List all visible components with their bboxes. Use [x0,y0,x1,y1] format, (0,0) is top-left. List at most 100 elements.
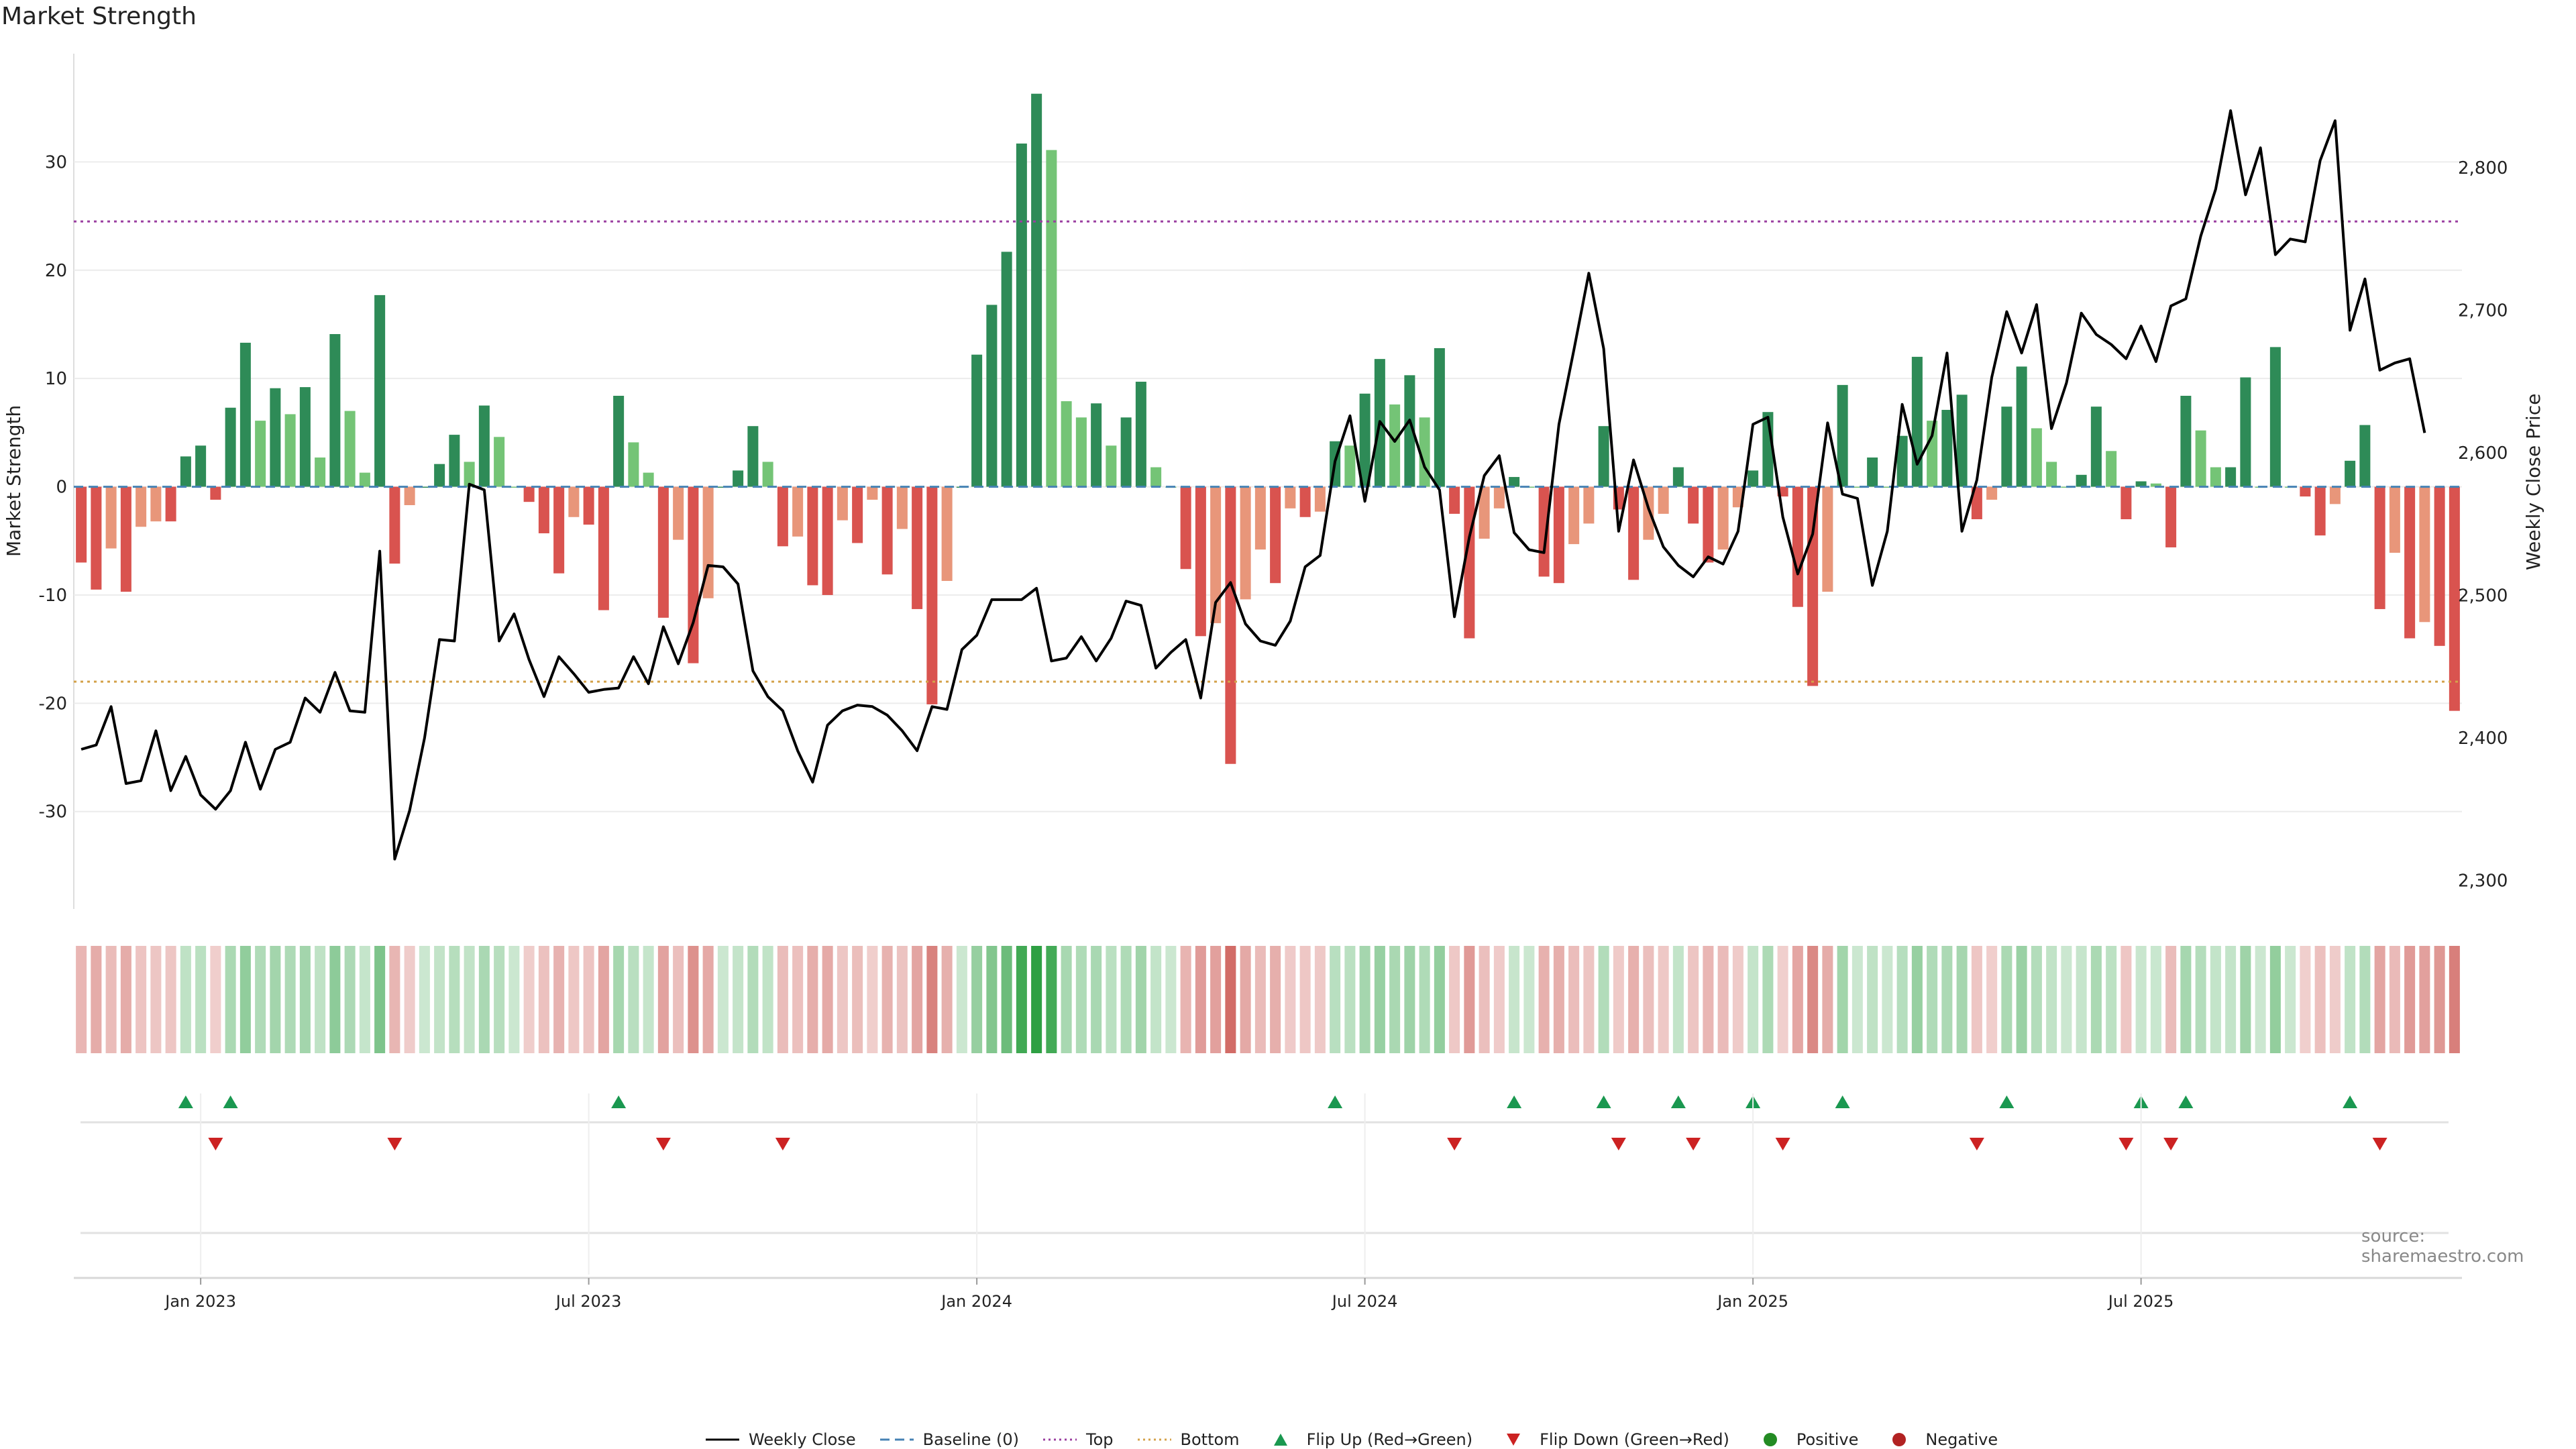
strength-bar [628,442,639,487]
heat-cell [344,946,356,1053]
strength-bar [120,486,131,592]
heat-cell [2329,946,2341,1053]
heat-cell [180,946,191,1053]
strength-bar [1911,356,1923,487]
heat-cell [1807,946,1819,1053]
strength-bar [1509,477,1520,487]
strength-bar [1135,382,1146,487]
strength-bar [150,486,162,522]
heat-cell [628,946,639,1053]
strength-bars [76,93,2460,764]
strength-bar [896,486,908,529]
heat-cell [643,946,654,1053]
heat-cell [508,946,520,1053]
strength-bar [717,486,729,488]
heat-cell [1538,946,1550,1053]
heat-cell [2240,946,2251,1053]
flip-up-marker [2178,1095,2194,1108]
strength-bar [2359,425,2371,487]
legend-item-bottom: Bottom [1136,1430,1240,1449]
heat-cell [1344,946,1356,1053]
flip-up-marker [1507,1095,1522,1108]
legend-label: Weekly Close [749,1430,856,1449]
heat-cell [1523,946,1535,1053]
heat-cell [971,946,983,1053]
y2-tick-label: 2,800 [2458,158,2508,178]
heat-cell [1703,946,1714,1053]
heat-cell [2121,946,2132,1053]
heat-cell [941,946,953,1053]
strength-bar [553,486,565,574]
heat-cell [538,946,549,1053]
strength-bar [1598,426,1609,487]
strength-bar [1986,486,1998,500]
heat-cell [105,946,117,1053]
legend-item-positive: Positive [1752,1430,1859,1449]
strength-bar [583,486,594,525]
strength-bar [2135,481,2147,487]
heat-cell [1509,946,1520,1053]
heat-cell [2359,946,2371,1053]
strength-bar [881,486,893,575]
gridlines [73,54,2462,909]
heat-cell [762,946,773,1053]
legend-item-flip-down: Flip Down (Green→Red) [1495,1430,1729,1449]
strength-bar [1150,467,1162,487]
chart-title: Market Strength [1,3,197,30]
flip-down-marker [1447,1138,1462,1150]
flip-down-marker [655,1138,671,1150]
strength-bar [1688,486,1699,524]
heat-cell [329,946,341,1053]
heat-cell [1986,946,1998,1053]
strength-bar [2001,407,2012,487]
strength-bar [225,407,236,487]
heat-cell [165,946,176,1053]
strength-bar [2121,486,2132,519]
heat-cell [1120,946,1132,1053]
y-tick-label: 0 [56,478,67,498]
strength-bar [1867,457,1878,487]
heat-cell [912,946,923,1053]
heat-cell [1658,946,1669,1053]
strength-bar [508,486,520,488]
y2-tick-label: 2,500 [2458,586,2508,606]
flip-down-marker [208,1138,223,1150]
heat-cell [1568,946,1580,1053]
strength-bar [1344,445,1356,487]
strength-bar [792,486,804,537]
heat-cell [2300,946,2311,1053]
strength-bar [912,486,923,609]
strength-bar [1553,486,1564,584]
strength-bar [1091,403,1102,487]
heat-cell [1941,946,1953,1053]
heat-cell [2285,946,2296,1053]
heat-cell [1777,946,1788,1053]
heat-cell [1896,946,1908,1053]
heat-cell [1419,946,1430,1053]
strength-bar [1748,470,1759,487]
circle-green-icon [1763,1433,1777,1446]
strength-bar [315,457,326,487]
heat-cell [404,946,415,1053]
strength-bar [359,472,370,487]
heat-cell [657,946,669,1053]
heat-cell [1254,946,1266,1053]
flip-up-marker [178,1095,193,1108]
heat-cell [2031,946,2042,1053]
strength-bar [837,486,848,521]
strength-bar [344,411,356,487]
legend-item-flip-up: Flip Up (Red→Green) [1263,1430,1472,1449]
heat-cell [120,946,131,1053]
strength-bar [2106,451,2117,487]
strength-bar [1434,347,1445,487]
strength-bar [1046,150,1057,487]
heat-cell [2195,946,2206,1053]
strength-bar [1299,486,1311,517]
legend-label: Positive [1796,1430,1859,1449]
strength-bar [449,435,460,487]
heat-cell [464,946,475,1053]
strength-bar [1285,486,1296,508]
heat-cell [1240,946,1251,1053]
heat-cell [1643,946,1654,1053]
strength-bar [2150,483,2161,487]
